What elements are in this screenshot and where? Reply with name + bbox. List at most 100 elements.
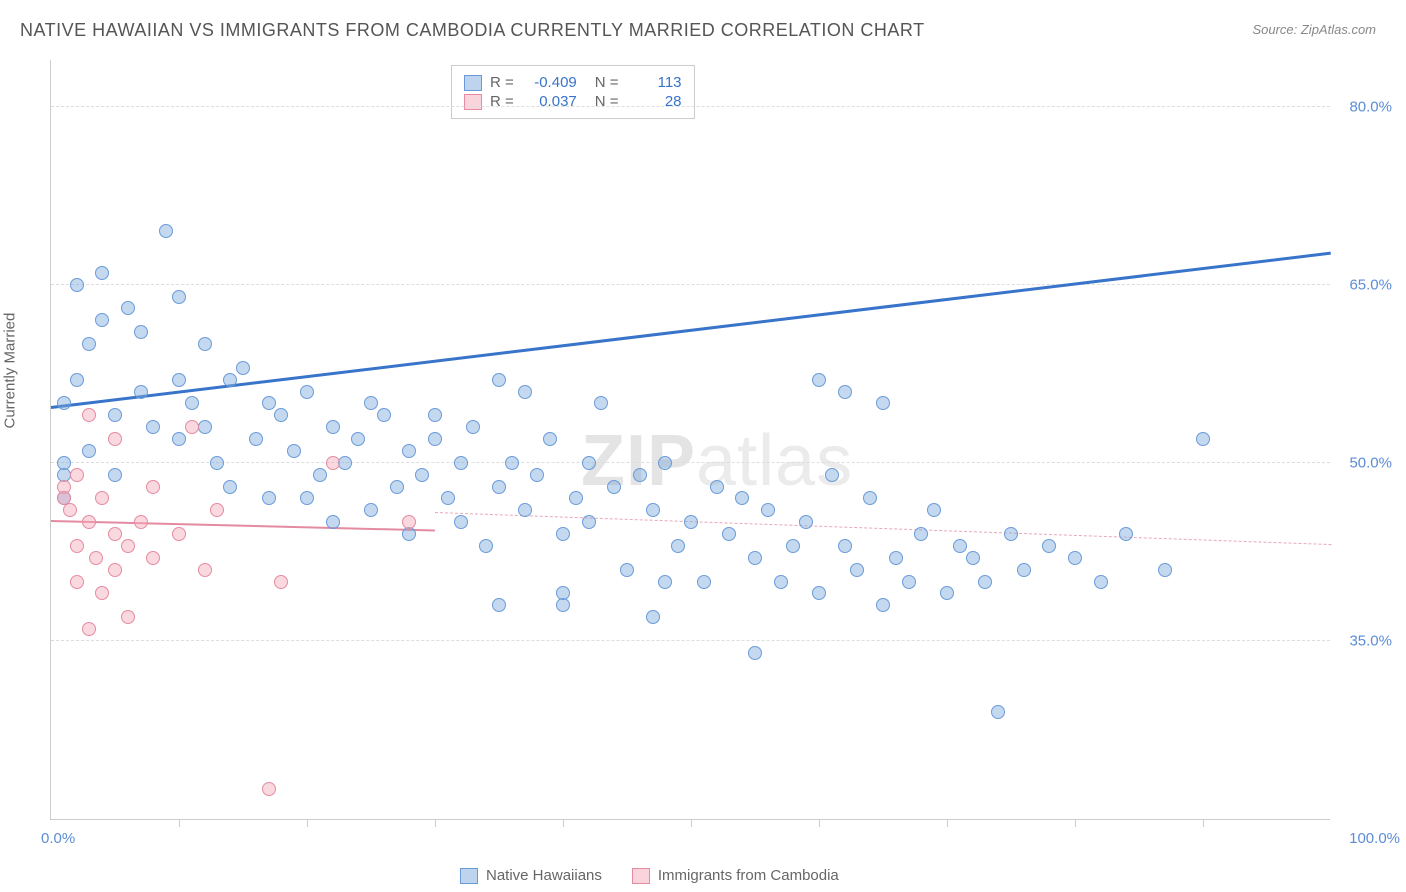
data-point xyxy=(402,444,416,458)
data-point xyxy=(95,313,109,327)
data-point xyxy=(543,432,557,446)
x-tick xyxy=(947,819,948,827)
x-tick xyxy=(819,819,820,827)
data-point xyxy=(326,420,340,434)
gridline: 35.0% xyxy=(51,640,1330,641)
data-point xyxy=(146,551,160,565)
data-point xyxy=(1042,539,1056,553)
data-point xyxy=(172,432,186,446)
data-point xyxy=(761,503,775,517)
data-point xyxy=(172,290,186,304)
data-point xyxy=(671,539,685,553)
data-point xyxy=(428,432,442,446)
data-point xyxy=(556,527,570,541)
data-point xyxy=(108,432,122,446)
data-point xyxy=(1119,527,1133,541)
data-point xyxy=(351,432,365,446)
data-point xyxy=(82,337,96,351)
series-legend: Native Hawaiians Immigrants from Cambodia xyxy=(460,867,839,884)
data-point xyxy=(108,468,122,482)
data-point xyxy=(646,503,660,517)
data-point xyxy=(57,396,71,410)
data-point xyxy=(1196,432,1210,446)
data-point xyxy=(991,705,1005,719)
data-point xyxy=(838,385,852,399)
data-point xyxy=(799,515,813,529)
data-point xyxy=(185,396,199,410)
data-point xyxy=(454,515,468,529)
data-point xyxy=(172,373,186,387)
legend-item: Native Hawaiians xyxy=(460,867,602,884)
y-tick-label: 50.0% xyxy=(1349,454,1392,471)
stat-r-value: -0.409 xyxy=(522,74,577,91)
data-point xyxy=(479,539,493,553)
data-point xyxy=(210,456,224,470)
data-point xyxy=(70,575,84,589)
data-point xyxy=(415,468,429,482)
data-point xyxy=(735,491,749,505)
data-point xyxy=(825,468,839,482)
legend-swatch xyxy=(632,868,650,884)
legend-label: Immigrants from Cambodia xyxy=(658,867,839,884)
data-point xyxy=(927,503,941,517)
stat-n-label: N = xyxy=(595,74,619,91)
data-point xyxy=(748,551,762,565)
stats-legend: R = -0.409 N = 113 R =0.037N =28 xyxy=(451,65,695,119)
data-point xyxy=(466,420,480,434)
data-point xyxy=(697,575,711,589)
x-tick xyxy=(691,819,692,827)
data-point xyxy=(978,575,992,589)
stats-row: R =0.037N =28 xyxy=(464,93,682,110)
data-point xyxy=(684,515,698,529)
data-point xyxy=(223,480,237,494)
y-tick-label: 35.0% xyxy=(1349,632,1392,649)
x-tick xyxy=(179,819,180,827)
x-tick xyxy=(1075,819,1076,827)
data-point xyxy=(902,575,916,589)
data-point xyxy=(146,420,160,434)
data-point xyxy=(249,432,263,446)
data-point xyxy=(198,563,212,577)
data-point xyxy=(338,456,352,470)
data-point xyxy=(518,385,532,399)
data-point xyxy=(556,586,570,600)
gridline: 80.0% xyxy=(51,106,1330,107)
x-tick xyxy=(435,819,436,827)
legend-label: Native Hawaiians xyxy=(486,867,602,884)
y-axis-label: Currently Married xyxy=(2,313,19,429)
data-point xyxy=(274,408,288,422)
data-point xyxy=(121,610,135,624)
x-tick-label: 0.0% xyxy=(41,830,75,847)
data-point xyxy=(223,373,237,387)
data-point xyxy=(82,515,96,529)
data-point xyxy=(722,527,736,541)
stat-n-value: 113 xyxy=(627,74,682,91)
legend-swatch xyxy=(464,94,482,110)
data-point xyxy=(210,503,224,517)
data-point xyxy=(940,586,954,600)
stat-r-label: R = xyxy=(490,93,514,110)
data-point xyxy=(1068,551,1082,565)
data-point xyxy=(108,408,122,422)
data-point xyxy=(658,456,672,470)
data-point xyxy=(82,444,96,458)
data-point xyxy=(889,551,903,565)
data-point xyxy=(492,373,506,387)
data-point xyxy=(966,551,980,565)
data-point xyxy=(95,586,109,600)
data-point xyxy=(108,563,122,577)
data-point xyxy=(134,385,148,399)
data-point xyxy=(812,373,826,387)
data-point xyxy=(274,575,288,589)
data-point xyxy=(658,575,672,589)
plot-area: ZIPatlas R =-0.409N =113R =0.037N =28 80… xyxy=(50,60,1330,820)
trend-line xyxy=(51,252,1331,409)
data-point xyxy=(262,396,276,410)
data-point xyxy=(70,278,84,292)
stat-n-value: 28 xyxy=(627,93,682,110)
x-tick xyxy=(1203,819,1204,827)
data-point xyxy=(198,420,212,434)
data-point xyxy=(377,408,391,422)
data-point xyxy=(326,456,340,470)
data-point xyxy=(108,527,122,541)
